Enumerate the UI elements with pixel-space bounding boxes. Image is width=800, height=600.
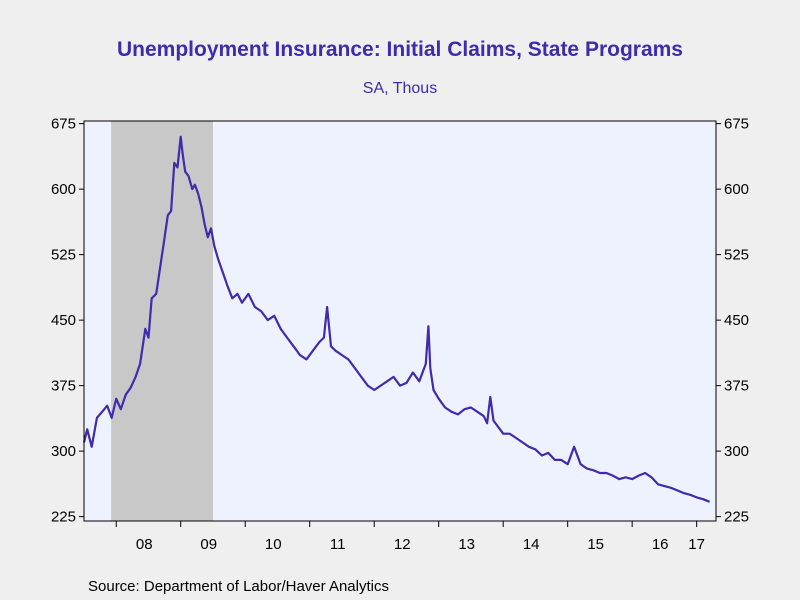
plot-frame bbox=[83, 120, 717, 522]
y-tick-label-right: 675 bbox=[724, 116, 749, 133]
y-tick-label-right: 225 bbox=[724, 509, 749, 526]
axis-ticks: 225 225 300 300 375 375 450 450 525 525 600 600 675 6… bbox=[51, 116, 749, 553]
y-tick-label-left: 600 bbox=[51, 181, 76, 198]
x-tick-label: 08 bbox=[136, 536, 153, 553]
y-tick-label-left: 375 bbox=[51, 378, 76, 395]
x-tick-label: 17 bbox=[688, 536, 705, 553]
series-line bbox=[82, 135, 711, 503]
x-tick-label: 10 bbox=[265, 536, 282, 553]
y-tick-label-left: 225 bbox=[51, 509, 76, 526]
y-tick-label-left: 300 bbox=[51, 443, 76, 460]
y-tick-label-right: 600 bbox=[724, 181, 749, 198]
chart-subtitle: SA, Thous bbox=[362, 80, 438, 97]
chart-title: Unemployment Insurance: Initial Claims, … bbox=[117, 38, 683, 61]
y-tick-label-left: 450 bbox=[51, 312, 76, 329]
y-tick-label-left: 675 bbox=[51, 116, 76, 133]
x-tick-label: 11 bbox=[330, 536, 346, 553]
x-tick-label: 15 bbox=[587, 536, 604, 553]
y-tick-label-right: 525 bbox=[724, 247, 749, 264]
y-tick-label-right: 300 bbox=[724, 443, 749, 460]
x-tick-label: 13 bbox=[458, 536, 475, 553]
x-tick-label: 16 bbox=[652, 536, 669, 553]
y-tick-label-left: 525 bbox=[51, 247, 76, 264]
y-tick-label-right: 450 bbox=[724, 312, 749, 329]
y-tick-label-right: 375 bbox=[724, 378, 749, 395]
recession-shading bbox=[111, 121, 213, 521]
chart-source: Source: Department of Labor/Haver Analyt… bbox=[88, 578, 389, 595]
x-tick-label: 14 bbox=[523, 536, 540, 553]
x-tick-label: 12 bbox=[394, 536, 411, 553]
x-tick-label: 09 bbox=[200, 536, 217, 553]
series-layer bbox=[82, 135, 711, 503]
